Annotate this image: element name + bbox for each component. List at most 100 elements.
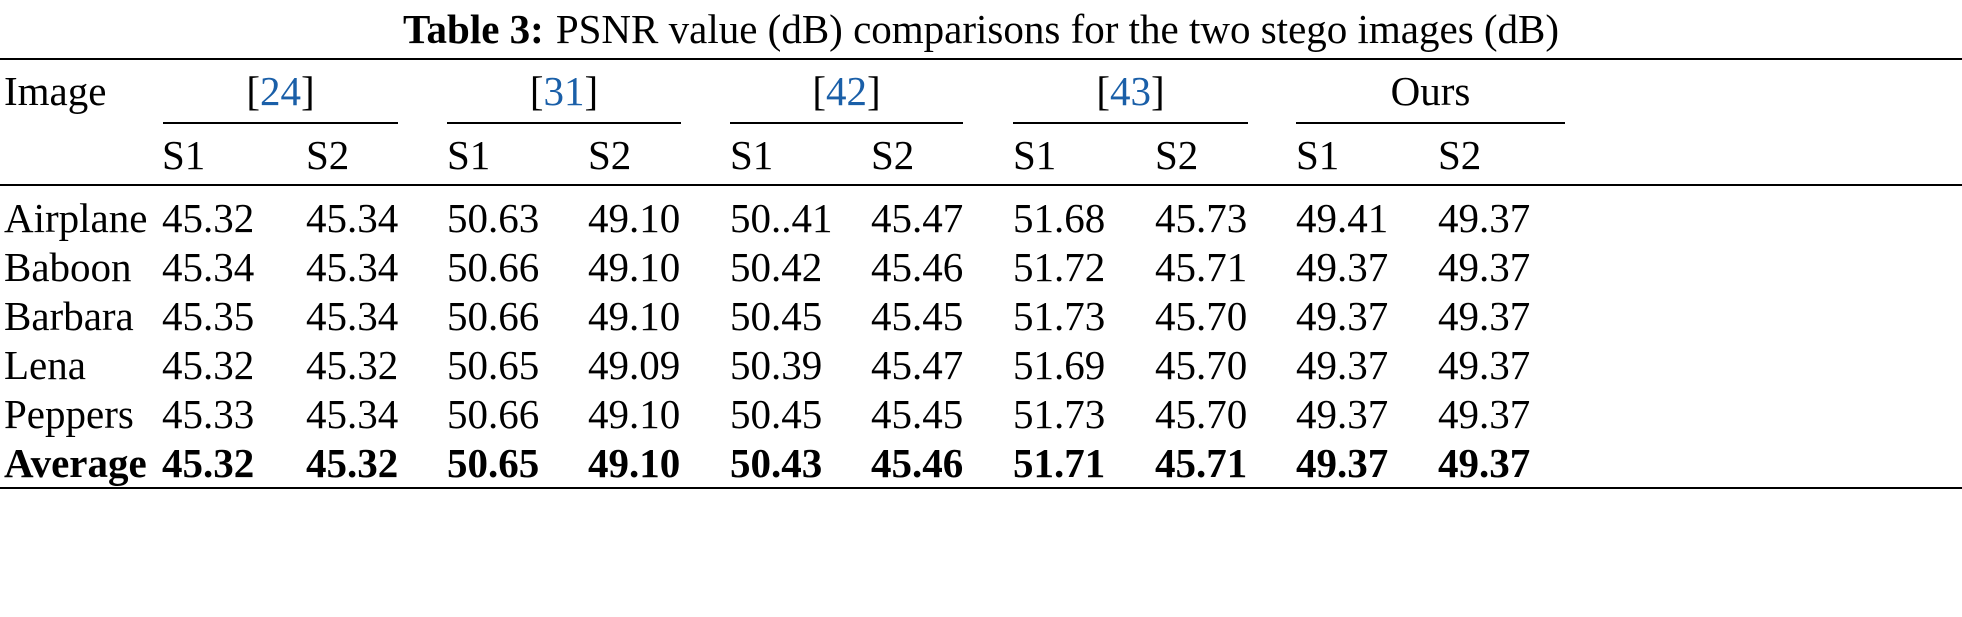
- table-cell: 50.42: [730, 244, 823, 290]
- table-cell: 45.46: [871, 244, 964, 290]
- table-cell: 51.69: [1013, 342, 1106, 388]
- table-cell: 45.34: [306, 195, 399, 241]
- bracket: [: [1096, 68, 1110, 114]
- bottom-rule: [0, 487, 1962, 489]
- subheader-s1: S1: [1296, 132, 1340, 178]
- table-cell: 51.73: [1013, 293, 1106, 339]
- table-cell: 45.47: [871, 195, 964, 241]
- table-cell: 49.41: [1296, 195, 1389, 241]
- bracket: ]: [867, 68, 881, 114]
- table-cell: 50.66: [447, 293, 540, 339]
- table-cell: 45.73: [1155, 195, 1248, 241]
- average-cell: 45.32: [306, 440, 399, 486]
- subheader-s1: S1: [162, 132, 206, 178]
- average-cell: 45.32: [162, 440, 255, 486]
- group-rule-2: [447, 122, 681, 124]
- header-bottom-rule: [0, 184, 1962, 186]
- header-image: Image: [4, 68, 107, 114]
- group-rule-5: [1296, 122, 1565, 124]
- table-cell: 45.34: [306, 244, 399, 290]
- table-cell: 45.47: [871, 342, 964, 388]
- table-cell: 50.45: [730, 391, 823, 437]
- average-cell: 49.10: [588, 440, 681, 486]
- table-cell: 49.37: [1296, 342, 1389, 388]
- table-cell: 49.37: [1438, 391, 1531, 437]
- average-cell: 49.37: [1296, 440, 1389, 486]
- table-cell: 50..41: [730, 195, 833, 241]
- table-cell: 49.37: [1438, 293, 1531, 339]
- group-rule-4: [1013, 122, 1248, 124]
- header-group-2: [31]: [447, 66, 681, 116]
- table-cell: 45.45: [871, 293, 964, 339]
- table-cell: 50.65: [447, 342, 540, 388]
- table-cell: 49.37: [1296, 391, 1389, 437]
- table-cell: 50.45: [730, 293, 823, 339]
- subheader-s2: S2: [1155, 132, 1199, 178]
- subheader-s1: S1: [1013, 132, 1057, 178]
- table-cell: 50.66: [447, 391, 540, 437]
- caption-text: PSNR value (dB) comparisons for the two …: [555, 6, 1560, 52]
- table-cell: 45.32: [162, 195, 255, 241]
- table-cell: 49.10: [588, 391, 681, 437]
- table-cell: 45.45: [871, 391, 964, 437]
- table-cell: 51.68: [1013, 195, 1106, 241]
- row-label: Lena: [4, 342, 86, 388]
- table-cell: 49.10: [588, 195, 681, 241]
- table-cell: 50.39: [730, 342, 823, 388]
- subheader-s2: S2: [1438, 132, 1482, 178]
- bracket: [: [812, 68, 826, 114]
- table-cell: 45.32: [162, 342, 255, 388]
- average-cell: 49.37: [1438, 440, 1531, 486]
- table-cell: 45.70: [1155, 391, 1248, 437]
- average-cell: 50.65: [447, 440, 540, 486]
- subheader-s1: S1: [447, 132, 491, 178]
- header-group-5: Ours: [1296, 66, 1565, 116]
- subheader-s2: S2: [871, 132, 915, 178]
- table-cell: 45.33: [162, 391, 255, 437]
- average-cell: 45.71: [1155, 440, 1248, 486]
- caption-label: Table 3:: [402, 6, 544, 52]
- table-cell: 49.37: [1296, 244, 1389, 290]
- group-label: Ours: [1390, 68, 1471, 114]
- row-label: Peppers: [4, 391, 134, 437]
- average-cell: 50.43: [730, 440, 823, 486]
- bracket: [: [246, 68, 260, 114]
- table-cell: 49.10: [588, 293, 681, 339]
- table-cell: 45.70: [1155, 293, 1248, 339]
- reference-link[interactable]: 31: [543, 68, 585, 114]
- bracket: ]: [301, 68, 315, 114]
- table-cell: 45.32: [306, 342, 399, 388]
- group-rule-3: [730, 122, 963, 124]
- header-group-4: [43]: [1013, 66, 1248, 116]
- reference-link[interactable]: 43: [1110, 68, 1151, 114]
- table-caption: Table 3: PSNR value (dB) comparisons for …: [0, 4, 1962, 54]
- reference-link[interactable]: 24: [260, 68, 301, 114]
- table-cell: 45.34: [306, 391, 399, 437]
- table-cell: 51.73: [1013, 391, 1106, 437]
- table-cell: 49.37: [1438, 244, 1531, 290]
- average-label: Average: [4, 440, 147, 486]
- row-label: Baboon: [4, 244, 132, 290]
- table-cell: 49.37: [1438, 342, 1531, 388]
- top-rule: [0, 58, 1962, 60]
- table-cell: 45.71: [1155, 244, 1248, 290]
- reference-link[interactable]: 42: [826, 68, 867, 114]
- bracket: ]: [1151, 68, 1165, 114]
- table-cell: 45.35: [162, 293, 255, 339]
- table-cell: 50.66: [447, 244, 540, 290]
- table-cell: 49.37: [1438, 195, 1531, 241]
- row-label: Barbara: [4, 293, 134, 339]
- group-rule-1: [163, 122, 398, 124]
- average-cell: 51.71: [1013, 440, 1106, 486]
- table-cell: 50.63: [447, 195, 540, 241]
- header-group-1: [24]: [163, 66, 398, 116]
- subheader-s2: S2: [306, 132, 350, 178]
- table-cell: 45.34: [306, 293, 399, 339]
- subheader-s2: S2: [588, 132, 632, 178]
- header-group-3: [42]: [730, 66, 963, 116]
- table-cell: 49.37: [1296, 293, 1389, 339]
- subheader-s1: S1: [730, 132, 774, 178]
- table-cell: 45.34: [162, 244, 255, 290]
- row-label: Airplane: [4, 195, 148, 241]
- bracket: ]: [584, 68, 599, 114]
